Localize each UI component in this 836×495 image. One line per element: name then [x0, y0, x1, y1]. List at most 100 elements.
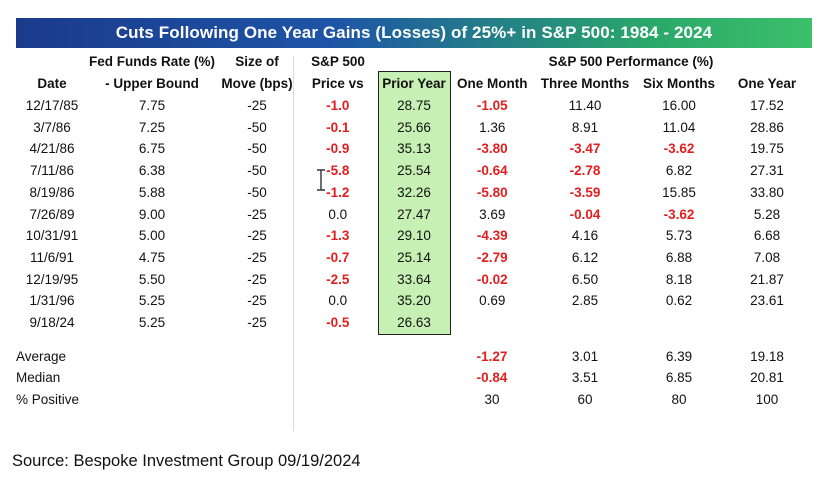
- header-upper-bound: - Upper Bound: [105, 75, 199, 91]
- summary-empty-cell: [298, 346, 378, 368]
- summary-empty-cell: [378, 389, 450, 411]
- cell-y1: 5.28: [753, 206, 781, 222]
- chart-title: Cuts Following One Year Gains (Losses) o…: [115, 23, 713, 42]
- cell-move: -25: [247, 206, 267, 222]
- cell-move: -25: [247, 249, 267, 265]
- cell-spx: -0.5: [326, 315, 350, 331]
- header-one-month: One Month: [457, 75, 528, 91]
- cell-date: 4/21/86: [29, 141, 75, 157]
- cell-move: -50: [247, 119, 267, 135]
- cell-m3: -2.78: [569, 163, 601, 179]
- table-row: 4/21/86 6.75 -50 -0.9 35.13 -3.80 -3.47 -3.62 19…: [16, 138, 812, 161]
- cell-spx: 0.0: [328, 206, 348, 222]
- table-row: 12/17/85 7.75 -25 -1.0 28.75 -1.05 11.40 16.00 1…: [16, 95, 812, 117]
- header-date: Date: [37, 75, 67, 91]
- cell-rate: 7.25: [138, 119, 166, 135]
- cell-m1: 1.36: [479, 119, 506, 135]
- cell-m6: 11.04: [662, 119, 696, 135]
- cell-m3: 6.12: [571, 249, 599, 265]
- cell-date: 10/31/91: [25, 228, 79, 244]
- spacer-row: [16, 334, 812, 346]
- cell-m1: -4.39: [476, 228, 508, 244]
- cell-spx: -0.9: [326, 141, 350, 157]
- summary-row: Average -1.27 3.01 6.39 19.18: [16, 346, 812, 368]
- summary-empty-cell: [216, 367, 298, 389]
- header-price-vs: Price vs: [311, 75, 364, 91]
- cell-y1: 21.87: [750, 271, 784, 287]
- cell-m3: 11.40: [568, 98, 602, 113]
- cell-m6: 15.85: [662, 184, 696, 200]
- cell-m6: -3.62: [663, 206, 695, 222]
- header-row-1: Fed Funds Rate (%) Size of S&P 500 S&P 5…: [16, 52, 812, 72]
- cell-move: -25: [247, 271, 267, 287]
- cell-move: -50: [247, 184, 267, 200]
- title-bar: Cuts Following One Year Gains (Losses) o…: [16, 18, 812, 48]
- cell-prior: 25.14: [377, 246, 451, 269]
- cell-move: -25: [247, 315, 267, 331]
- header-three-months: Three Months: [540, 75, 630, 91]
- summary-row: Median -0.84 3.51 6.85 20.81: [16, 367, 812, 389]
- cell-y1: 7.08: [753, 249, 781, 265]
- cell-y1: 33.80: [750, 184, 784, 200]
- cell-m3: -0.04: [569, 206, 601, 222]
- header-sp500: S&P 500: [311, 54, 365, 70]
- cell-prior: 32.26: [377, 181, 451, 204]
- cell-y1: 6.68: [753, 228, 781, 244]
- cell-date: 12/17/85: [25, 98, 79, 113]
- cell-m3: 4.16: [571, 228, 599, 244]
- summary-m3: 3.51: [571, 370, 599, 386]
- cell-move: -50: [247, 163, 267, 179]
- cell-date: 11/6/91: [29, 249, 75, 265]
- cell-prior: 25.66: [377, 116, 451, 139]
- cell-prior: 35.20: [377, 290, 451, 313]
- cell-y1: [722, 312, 812, 334]
- cell-m3: 8.91: [571, 119, 599, 135]
- cell-rate: 6.38: [138, 163, 166, 179]
- table-row: 7/26/89 9.00 -25 0.0 27.47 3.69 -0.04 -3.62 5.28: [16, 203, 812, 226]
- cell-rate: 9.00: [138, 206, 166, 222]
- summary-empty-cell: [378, 367, 450, 389]
- cell-m1: [450, 312, 534, 334]
- summary-label: Average: [16, 348, 67, 364]
- table-row: 3/7/86 7.25 -50 -0.1 25.66 1.36 8.91 11.04 28.86: [16, 116, 812, 139]
- cell-m1: -0.64: [476, 163, 508, 179]
- summary-empty-cell: [298, 389, 378, 411]
- summary-body: Average -1.27 3.01 6.39 19.18 Median -0.84 3.51…: [16, 334, 812, 411]
- cell-date: 3/7/86: [33, 119, 71, 135]
- cell-date: 9/18/24: [29, 315, 75, 331]
- cell-rate: 5.25: [138, 315, 166, 331]
- cell-y1: 23.61: [750, 293, 784, 309]
- cell-move: -25: [247, 98, 267, 113]
- cell-prior: 35.13: [377, 138, 451, 161]
- cell-prior: 25.54: [377, 160, 451, 182]
- cell-y1: 19.75: [750, 141, 784, 157]
- source-note: Source: Bespoke Investment Group 09/19/2…: [12, 452, 361, 470]
- table-row: 7/11/86 6.38 -50 -5.8 25.54 -0.64 -2.78 6.82 27.…: [16, 160, 812, 182]
- cell-m6: 0.62: [665, 293, 693, 309]
- table-row: 12/19/95 5.50 -25 -2.5 33.64 -0.02 6.50 8.18 21.…: [16, 268, 812, 291]
- summary-m1: 30: [484, 392, 500, 408]
- summary-y1: 19.18: [750, 348, 784, 364]
- summary-empty-cell: [216, 389, 298, 411]
- cell-y1: 27.31: [750, 163, 784, 179]
- cell-rate: 6.75: [138, 141, 166, 157]
- header-performance: S&P 500 Performance (%): [548, 54, 714, 70]
- cell-spx: -0.1: [326, 119, 350, 135]
- summary-row: % Positive 30 60 80 100: [16, 389, 812, 411]
- table-body: 12/17/85 7.75 -25 -1.0 28.75 -1.05 11.40 16.00 1…: [16, 95, 812, 335]
- table-row: 9/18/24 5.25 -25 -0.5 26.63: [16, 312, 812, 335]
- summary-m3: 60: [577, 392, 593, 408]
- cell-m1: 3.69: [479, 206, 506, 222]
- cell-rate: 5.50: [138, 271, 166, 287]
- cell-move: -50: [247, 141, 267, 157]
- table-row: 8/19/86 5.88 -50 -1.2 32.26 -5.80 -3.59 15.85 33…: [16, 181, 812, 204]
- summary-m1: -0.84: [476, 370, 508, 386]
- cell-date: 8/19/86: [29, 184, 75, 200]
- summary-y1: 20.81: [750, 370, 784, 386]
- summary-empty-cell: [378, 346, 450, 368]
- summary-m1: -1.27: [476, 348, 508, 364]
- cell-date: 12/19/95: [25, 271, 79, 287]
- performance-table: Fed Funds Rate (%) Size of S&P 500 S&P 5…: [16, 52, 812, 411]
- cell-rate: 5.88: [138, 184, 166, 200]
- summary-label: % Positive: [16, 392, 80, 408]
